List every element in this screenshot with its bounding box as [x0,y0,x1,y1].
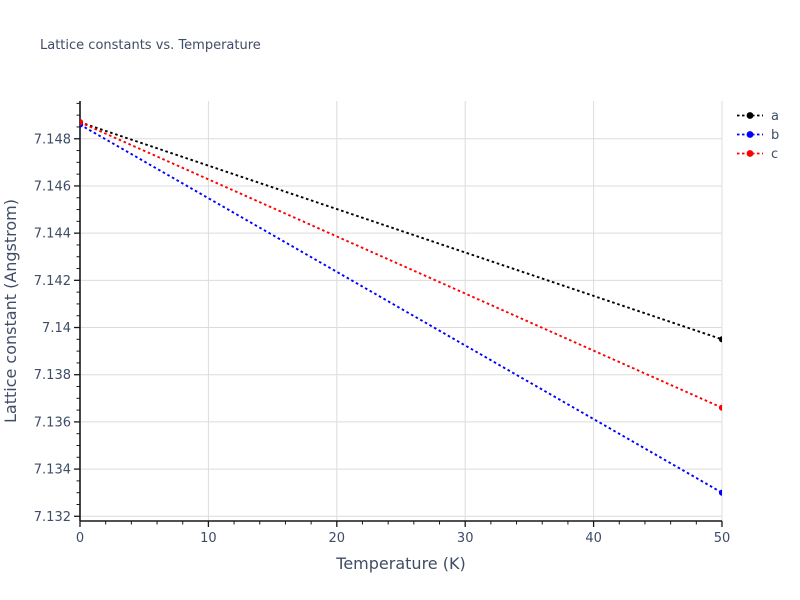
y-tick-label: 7.144 [34,227,71,242]
legend-label-c: c [771,147,778,162]
y-tick-label: 7.132 [34,510,71,525]
series-c-marker [80,119,84,126]
axis-ticks [74,102,723,527]
x-tick-label: 10 [200,531,217,546]
y-axis-label: Lattice constant (Angstrom) [1,199,20,423]
legend: abc [737,109,779,162]
axis-spines [79,101,722,522]
y-tick-label: 7.134 [34,463,71,478]
legend-marker-b [746,131,754,138]
x-tick-label: 40 [585,531,602,546]
x-tick-label: 0 [76,531,84,546]
gridlines [80,101,723,521]
series-b-marker [718,489,722,496]
series-a-line [80,121,722,341]
legend-item-c: c [737,147,778,162]
legend-label-a: a [771,109,779,124]
legend-item-a: a [737,109,779,124]
axis-tick-labels: 0 10 20 30 40 50 7.132 7.134 7.136 7.138 7.14 7.142… [34,132,730,546]
legend-marker-a [746,112,754,119]
legend-label-b: b [771,128,779,143]
y-tick-label: 7.148 [34,132,71,147]
y-tick-label: 7.136 [34,415,71,430]
y-tick-label: 7.146 [34,179,71,194]
x-tick-label: 30 [457,531,474,546]
legend-marker-c [746,150,754,157]
y-tick-label: 7.14 [42,321,71,336]
chart-title: Lattice constants vs. Temperature [40,38,261,53]
y-tick-label: 7.142 [34,274,71,289]
data-series [80,119,722,496]
y-tick-label: 7.138 [34,368,71,383]
x-tick-label: 50 [714,531,731,546]
series-a-marker [718,336,722,343]
x-tick-label: 20 [329,531,346,546]
series-c-line [80,121,722,409]
series-c-marker [718,404,722,411]
legend-item-b: b [737,128,779,143]
x-axis-label: Temperature (K) [335,554,465,573]
series-b-line [80,123,722,494]
